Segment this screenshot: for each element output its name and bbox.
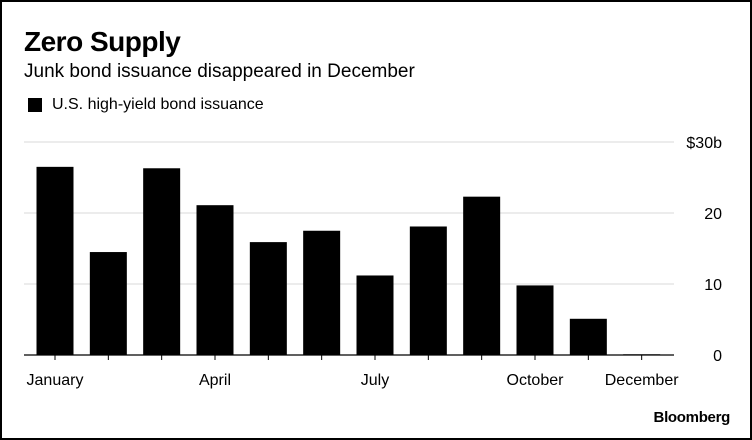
x-tick-label: January xyxy=(27,372,84,389)
bar xyxy=(196,205,234,355)
y-tick-label: 20 xyxy=(704,206,722,223)
bar xyxy=(463,196,501,355)
bar xyxy=(516,285,554,355)
bar xyxy=(249,242,287,355)
bar xyxy=(143,168,181,355)
chart-subtitle: Junk bond issuance disappeared in Decemb… xyxy=(24,61,415,82)
bar xyxy=(356,275,394,355)
bar xyxy=(623,354,661,356)
x-tick-label: December xyxy=(605,372,679,389)
bar xyxy=(36,166,74,355)
bar xyxy=(569,318,607,355)
x-tick-label: October xyxy=(507,372,565,389)
bloomberg-logo: Bloomberg xyxy=(653,409,731,426)
bar xyxy=(89,252,127,355)
y-tick-label: 10 xyxy=(704,277,722,294)
legend-label: U.S. high-yield bond issuance xyxy=(52,96,264,113)
chart-title: Zero Supply xyxy=(24,26,181,57)
x-tick-label: July xyxy=(361,372,389,389)
x-tick-label: April xyxy=(199,372,231,389)
y-tick-label: 0 xyxy=(713,348,722,365)
bar xyxy=(409,226,447,355)
legend-swatch xyxy=(28,98,42,112)
bar xyxy=(303,230,341,355)
y-tick-label: $30b xyxy=(686,135,722,152)
